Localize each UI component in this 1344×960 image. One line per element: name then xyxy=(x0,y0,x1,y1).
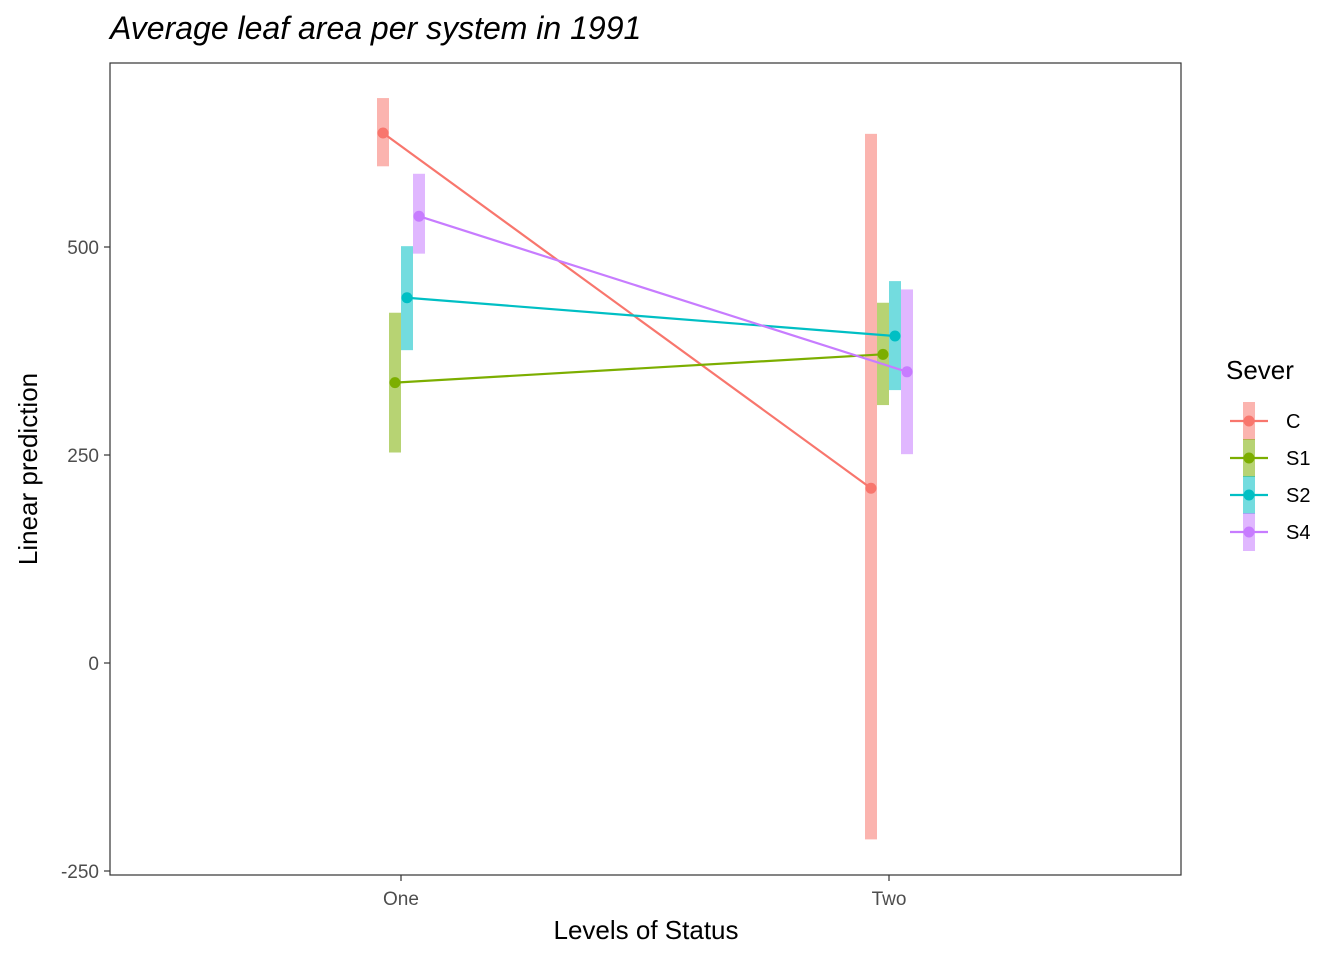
plot-panel-border xyxy=(109,62,1182,876)
legend-item-s2: S2 xyxy=(1230,476,1310,514)
point-s1-one xyxy=(389,377,401,389)
legend-item-s4: S4 xyxy=(1230,513,1310,551)
legend-title: Sever xyxy=(1226,355,1294,385)
chart-title: Average leaf area per system in 1991 xyxy=(108,10,641,46)
legend-label: C xyxy=(1286,411,1300,433)
y-tick-label: -250 xyxy=(61,862,99,883)
series-line-s1 xyxy=(394,353,884,384)
x-axis-title: Levels of Status xyxy=(554,915,739,945)
point-s4-one xyxy=(413,210,425,222)
error-bars xyxy=(377,98,913,840)
legend-item-s1: S1 xyxy=(1230,439,1310,477)
y-axis-title: Linear prediction xyxy=(13,373,43,565)
point-s2-one xyxy=(401,292,413,304)
series-line-s4 xyxy=(418,215,908,373)
point-s4-two xyxy=(901,366,913,378)
y-tick-label: 0 xyxy=(88,654,99,675)
y-tick-label: 500 xyxy=(67,238,99,259)
y-axis: -250 0 250 500 xyxy=(61,238,110,883)
y-tick-label: 250 xyxy=(67,446,99,467)
legend-label: S4 xyxy=(1286,522,1310,544)
legend-key-point xyxy=(1243,489,1255,501)
legend-key-point xyxy=(1243,452,1255,464)
series-line-c xyxy=(382,132,872,490)
legend: Sever C S1 S2 S4 xyxy=(1226,355,1310,551)
point-s2-two xyxy=(889,330,901,342)
legend-key-point xyxy=(1243,526,1255,538)
legend-item-c: C xyxy=(1230,402,1300,440)
legend-key-point xyxy=(1243,415,1255,427)
series-line-s2 xyxy=(406,296,896,338)
series-lines xyxy=(382,132,908,490)
point-c-two xyxy=(865,482,877,494)
point-c-one xyxy=(377,127,389,139)
x-tick-label: One xyxy=(383,889,419,910)
x-tick-label: Two xyxy=(872,889,907,910)
x-axis: One Two xyxy=(383,875,906,910)
legend-label: S1 xyxy=(1286,448,1310,470)
series-points xyxy=(377,127,913,494)
legend-label: S2 xyxy=(1286,485,1310,507)
point-s1-two xyxy=(877,348,889,360)
